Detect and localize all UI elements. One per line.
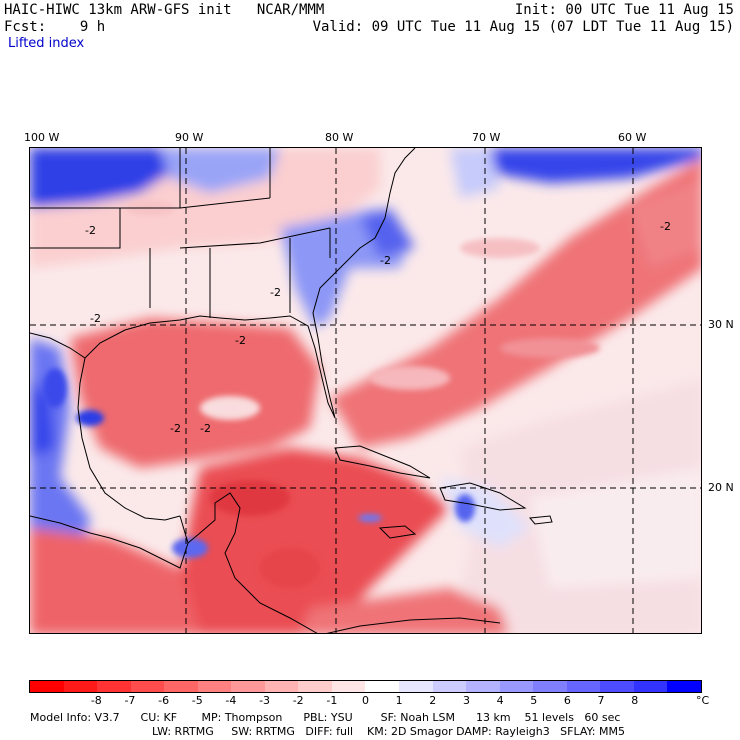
colorbar (29, 680, 702, 693)
colorbar-swatch (231, 681, 265, 692)
contour-label: -2 (235, 334, 246, 347)
model-title: HAIC-HIWC 13km ARW-GFS init NCAR/MMM (4, 2, 325, 18)
colorbar-swatch (97, 681, 131, 692)
contour-label: -2 (90, 312, 101, 325)
coastlines (30, 148, 553, 633)
model-info-line2: LW: RRTMG SW: RRTMG DIFF: full KM: 2D Sm… (152, 725, 625, 738)
lon-label-60w: 60 W (618, 131, 647, 144)
colorbar-label: -8 (90, 694, 102, 707)
colorbar-swatch (566, 681, 601, 692)
colorbar-label: -4 (225, 694, 237, 707)
lat-lon-grid (30, 148, 701, 633)
colorbar-label: -6 (158, 694, 170, 707)
colorbar-swatch (264, 681, 299, 692)
colorbar-swatch (600, 681, 634, 692)
colorbar-swatch (365, 681, 400, 692)
colorbar-label: 3 (462, 694, 470, 707)
colorbar-swatch (499, 681, 534, 692)
colorbar-swatch (533, 681, 567, 692)
colorbar-label: 2 (429, 694, 437, 707)
contour-label: -2 (380, 254, 391, 267)
colorbar-swatch (432, 681, 467, 692)
colorbar-swatch (667, 681, 701, 692)
detail-blobs (43, 200, 600, 588)
colorbar-swatch (633, 681, 668, 692)
contour-label: -2 (85, 224, 96, 237)
colorbar-swatch (331, 681, 366, 692)
valid-time: Valid: 09 UTC Tue 11 Aug 15 (07 LDT Tue … (312, 19, 734, 35)
lat-label-30n: 30 N (708, 318, 734, 331)
colorbar-label: -5 (191, 694, 203, 707)
colorbar-label: 7 (597, 694, 605, 707)
contour-label: -2 (660, 220, 671, 233)
colorbar-label: 5 (530, 694, 538, 707)
colorbar-swatch (164, 681, 198, 692)
colorbar-swatch (298, 681, 332, 692)
colorbar-swatch (466, 681, 500, 692)
forecast-hour: Fcst: 9 h (4, 19, 106, 35)
init-time: Init: 00 UTC Tue 11 Aug 15 (514, 2, 734, 18)
colorbar-label: -2 (292, 694, 304, 707)
colorbar-swatch (130, 681, 165, 692)
colorbar-swatch (399, 681, 433, 692)
contour-label: -2 (170, 422, 181, 435)
lon-label-70w: 70 W (472, 131, 501, 144)
colorbar-swatch (30, 681, 64, 692)
colorbar-swatch (197, 681, 232, 692)
colorbar-label: 1 (395, 694, 403, 707)
colorbar-label: -1 (326, 694, 338, 707)
colorbar-unit: °C (696, 694, 710, 707)
colorbar-label: 0 (362, 694, 369, 707)
lon-label-80w: 80 W (325, 131, 354, 144)
colorbar-label: -7 (124, 694, 136, 707)
contour-label: -2 (270, 286, 281, 299)
contour-label: -2 (200, 422, 211, 435)
colorbar-label: 6 (563, 694, 571, 707)
model-info-line1: Model Info: V3.7 CU: KF MP: Thompson PBL… (30, 711, 621, 724)
lat-label-20n: 20 N (708, 481, 734, 494)
field-name: Lifted index (8, 36, 85, 51)
colorbar-swatch (63, 681, 98, 692)
lon-label-90w: 90 W (175, 131, 204, 144)
map-canvas: -2 -2 -2 -2 -2 -2 -2 -2 (30, 148, 701, 633)
colorbar-label: 8 (631, 694, 639, 707)
colorbar-label: 4 (496, 694, 504, 707)
lifted-index-map: -2 -2 -2 -2 -2 -2 -2 -2 (29, 147, 702, 634)
colorbar-label: -3 (259, 694, 271, 707)
lon-label-100w: 100 W (24, 131, 60, 144)
